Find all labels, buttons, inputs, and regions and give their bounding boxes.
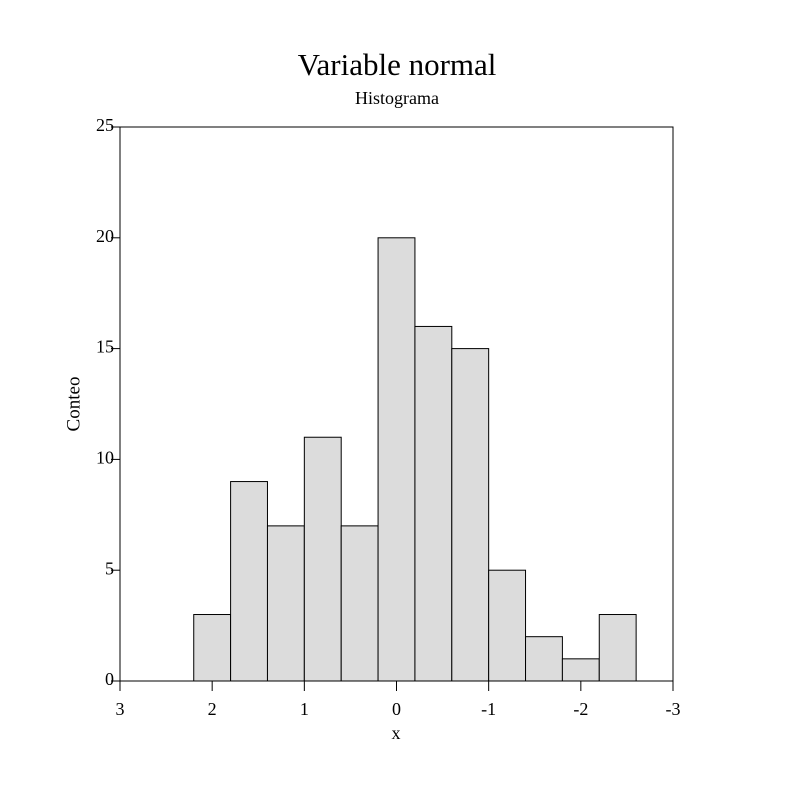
bar	[525, 636, 563, 682]
bar	[193, 614, 232, 682]
x-tick-label: 0	[392, 699, 401, 719]
x-axis-label: x	[392, 723, 401, 743]
bar	[377, 237, 416, 682]
x-tick-label: 1	[300, 699, 309, 719]
bar	[414, 325, 453, 682]
bar	[303, 436, 342, 682]
bar	[451, 348, 490, 682]
bar	[561, 658, 600, 682]
bar	[230, 481, 268, 682]
y-axis-label: Conteo	[63, 377, 84, 432]
y-tick-label: 5	[105, 558, 114, 578]
bar	[340, 525, 379, 682]
x-tick-label: -3	[666, 699, 681, 719]
bar	[598, 614, 637, 682]
bar	[488, 569, 527, 682]
x-tick-label: 2	[208, 699, 217, 719]
chart-subtitle: Histograma	[355, 88, 439, 108]
x-tick-label: -1	[481, 699, 496, 719]
bar	[266, 525, 305, 682]
chart-title: Variable normal	[298, 47, 497, 82]
y-tick-label: 20	[96, 226, 114, 246]
x-tick-label: 3	[116, 699, 125, 719]
y-tick-label: 10	[96, 448, 114, 468]
y-tick-label: 25	[96, 115, 114, 135]
y-tick-label: 0	[105, 669, 114, 689]
y-tick-label: 15	[96, 337, 114, 357]
x-tick-label: -2	[573, 699, 588, 719]
